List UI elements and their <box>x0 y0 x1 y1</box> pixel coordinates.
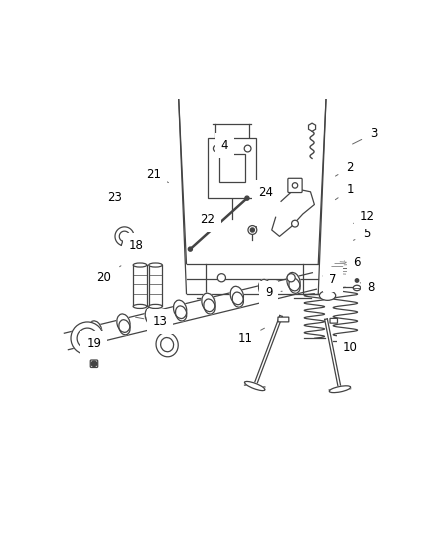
Ellipse shape <box>176 306 187 321</box>
Ellipse shape <box>147 313 159 328</box>
Circle shape <box>251 228 254 232</box>
Circle shape <box>292 220 298 227</box>
FancyBboxPatch shape <box>288 179 302 192</box>
Text: 19: 19 <box>86 336 101 350</box>
Text: 2: 2 <box>336 161 354 176</box>
Ellipse shape <box>88 321 102 340</box>
Ellipse shape <box>156 333 178 357</box>
Circle shape <box>71 322 104 354</box>
Ellipse shape <box>353 285 361 290</box>
Polygon shape <box>308 123 315 131</box>
Circle shape <box>84 335 91 342</box>
Text: 1: 1 <box>336 183 354 200</box>
Text: 9: 9 <box>265 286 282 300</box>
Text: 6: 6 <box>344 256 360 269</box>
Ellipse shape <box>161 337 173 352</box>
Circle shape <box>244 145 251 152</box>
Text: 13: 13 <box>135 316 167 328</box>
Text: 5: 5 <box>353 227 371 240</box>
Text: 3: 3 <box>353 127 378 144</box>
Text: 24: 24 <box>258 187 273 199</box>
Ellipse shape <box>133 263 147 267</box>
Circle shape <box>217 273 226 282</box>
Ellipse shape <box>329 386 350 393</box>
Circle shape <box>245 196 249 200</box>
Circle shape <box>334 279 337 282</box>
Ellipse shape <box>145 307 159 326</box>
Ellipse shape <box>289 278 300 293</box>
Text: 21: 21 <box>146 167 169 183</box>
Ellipse shape <box>261 285 272 300</box>
Text: 20: 20 <box>96 266 121 284</box>
Ellipse shape <box>149 304 162 309</box>
Ellipse shape <box>336 262 346 274</box>
FancyBboxPatch shape <box>208 138 256 198</box>
Polygon shape <box>272 189 314 236</box>
Ellipse shape <box>244 382 265 391</box>
Ellipse shape <box>133 304 147 309</box>
Ellipse shape <box>230 286 244 305</box>
Ellipse shape <box>149 263 162 267</box>
Circle shape <box>188 247 192 251</box>
Text: 7: 7 <box>323 273 337 286</box>
Ellipse shape <box>91 361 97 367</box>
FancyBboxPatch shape <box>278 317 289 322</box>
Text: 8: 8 <box>360 281 374 294</box>
Text: 12: 12 <box>353 210 374 223</box>
FancyBboxPatch shape <box>219 154 245 182</box>
Circle shape <box>355 279 359 282</box>
Text: 10: 10 <box>340 339 357 354</box>
FancyBboxPatch shape <box>330 318 338 323</box>
Ellipse shape <box>287 272 300 291</box>
Circle shape <box>77 328 98 349</box>
Text: 11: 11 <box>237 328 265 345</box>
Ellipse shape <box>117 314 130 333</box>
Circle shape <box>287 273 295 282</box>
Text: 4: 4 <box>219 139 228 153</box>
Ellipse shape <box>119 320 130 335</box>
Circle shape <box>213 145 220 152</box>
Circle shape <box>292 183 298 188</box>
Ellipse shape <box>319 291 336 301</box>
Ellipse shape <box>232 292 244 307</box>
Ellipse shape <box>332 285 339 290</box>
Text: 18: 18 <box>129 239 144 252</box>
Ellipse shape <box>332 256 351 280</box>
Ellipse shape <box>91 327 102 342</box>
Ellipse shape <box>204 299 215 314</box>
FancyBboxPatch shape <box>90 360 98 367</box>
Text: 23: 23 <box>107 191 122 204</box>
Text: 22: 22 <box>200 213 215 227</box>
Ellipse shape <box>258 279 272 298</box>
Ellipse shape <box>202 293 215 312</box>
Ellipse shape <box>173 300 187 319</box>
Circle shape <box>248 225 257 235</box>
